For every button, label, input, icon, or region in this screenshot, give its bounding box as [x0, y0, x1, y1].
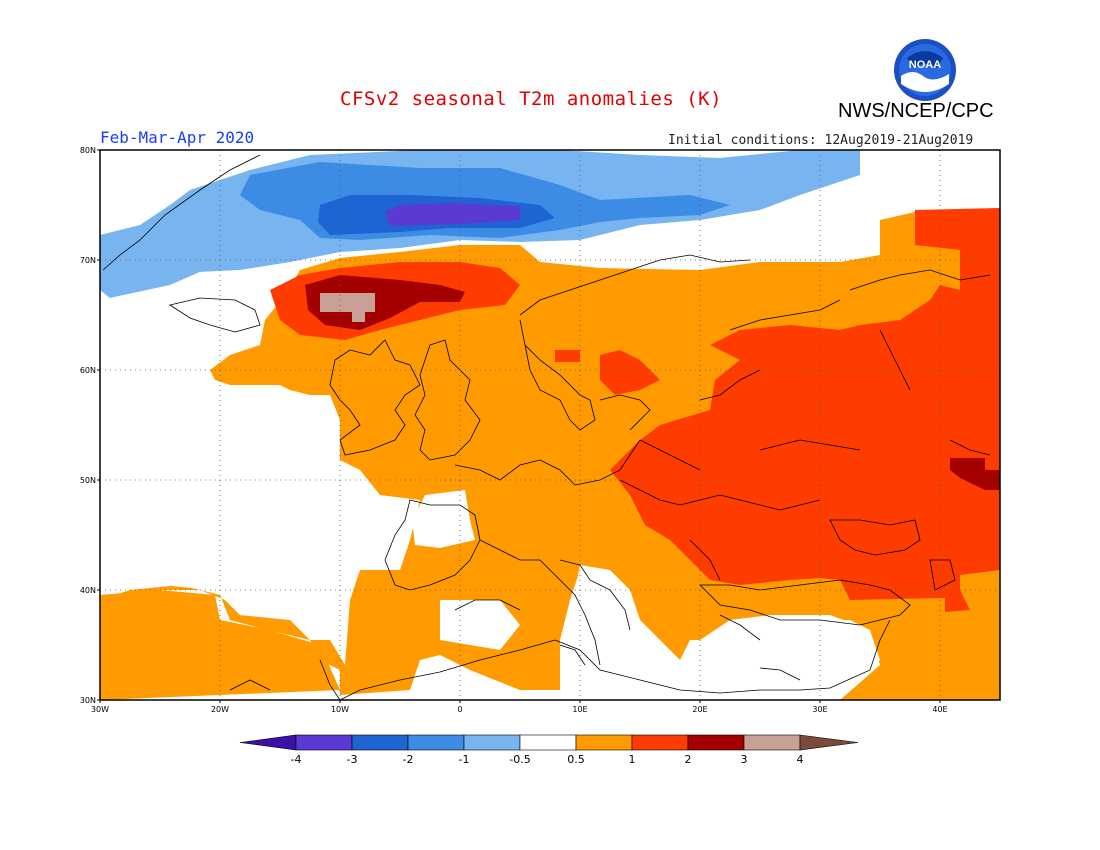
colorbar-label: 4 [797, 753, 804, 766]
anomaly-region-red-east [610, 208, 1000, 612]
lat-label: 50N [80, 476, 96, 485]
anomaly-region-white-med [560, 565, 880, 700]
colorbar-label: -1 [459, 753, 470, 766]
gridlines [100, 150, 1000, 700]
colorbar-segment [295, 734, 353, 751]
lat-label: 30N [80, 696, 96, 705]
lon-label: 0 [457, 705, 462, 714]
anomaly-region-red-speck [555, 350, 580, 362]
colorbar-label: 2 [685, 753, 692, 766]
lon-label: 20W [211, 705, 229, 714]
colorbar-label: -2 [403, 753, 414, 766]
lon-label: 40E [932, 705, 947, 714]
lon-label: 30W [91, 705, 109, 714]
colorbar-segment [519, 734, 577, 751]
coastlines [102, 154, 991, 700]
colorbar-segment [575, 734, 633, 751]
lat-label: 70N [80, 256, 96, 265]
lat-label: 60N [80, 366, 96, 375]
lon-label: 10W [331, 705, 349, 714]
colorbar-segment [743, 734, 801, 751]
anomaly-region-white-spain-gap [440, 600, 520, 650]
anomaly-region-dark-blue [385, 203, 520, 226]
agency-label: NWS/NCEP/CPC [838, 100, 994, 122]
colorbar-segment [351, 734, 409, 751]
colorbar-label: -3 [347, 753, 358, 766]
colorbar-segment [463, 734, 521, 751]
colorbar-label: 1 [629, 753, 636, 766]
anomaly-region-red-scandinavia [600, 350, 660, 395]
colorbar-segment [687, 734, 745, 751]
lon-label: 30E [812, 705, 827, 714]
colorbar-arrow-high [799, 734, 859, 751]
anomaly-region-dark-red-russia [950, 458, 1000, 490]
anomaly-region-white-atlantic [100, 270, 405, 640]
anomaly-region-brown-iceland [320, 293, 375, 322]
latitude-labels: 80N 70N 60N 50N 40N 30N [80, 146, 96, 705]
noaa-logo: NOAA [894, 39, 956, 101]
lat-label: 40N [80, 586, 96, 595]
colorbar-label: -0.5 [509, 753, 530, 766]
map-field [100, 150, 1000, 700]
colorbar-label: -4 [291, 753, 302, 766]
colorbar-arrow-low [239, 734, 297, 751]
anomaly-region-dark-red-iceland [305, 275, 465, 330]
lon-label: 20E [692, 705, 707, 714]
lat-label: 80N [80, 146, 96, 155]
lon-label: 10E [572, 705, 587, 714]
axis-ticks [97, 149, 941, 703]
colorbar-segment [407, 734, 465, 751]
initial-conditions-label: Initial conditions: 12Aug2019-21Aug2019 [668, 133, 974, 148]
colorbar: -4 -3 -2 -1 -0.5 0.5 1 2 3 4 [239, 734, 859, 766]
map-frame [99, 149, 1001, 701]
colorbar-label: 3 [741, 753, 748, 766]
svg-text:NOAA: NOAA [909, 59, 941, 71]
colorbar-segment [631, 734, 689, 751]
longitude-labels: 30W 20W 10W 0 10E 20E 30E 40E [91, 705, 948, 714]
chart-title: CFSv2 seasonal T2m anomalies (K) [340, 88, 723, 110]
season-label: Feb-Mar-Apr 2020 [100, 128, 255, 147]
colorbar-label: 0.5 [567, 753, 585, 766]
